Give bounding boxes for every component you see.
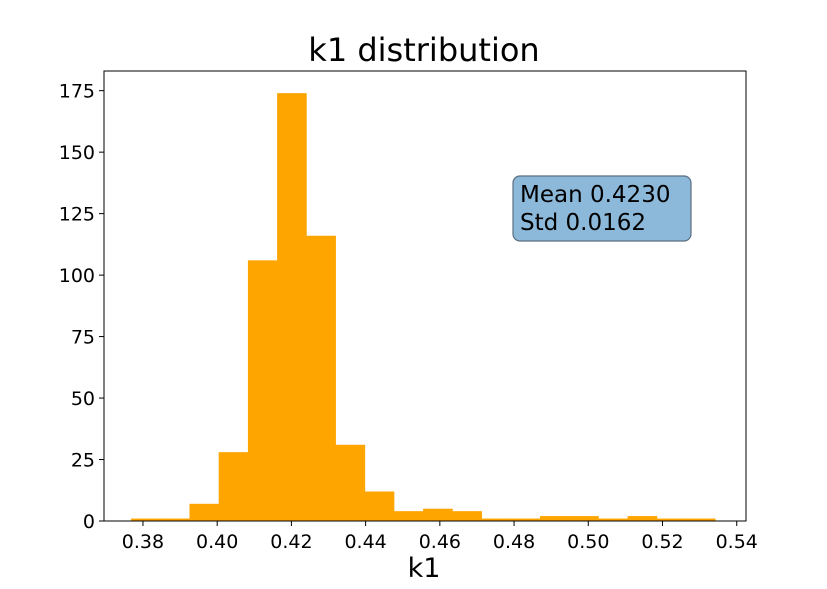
y-tick-label: 25	[71, 450, 95, 472]
stats-mean-text: Mean 0.4230	[520, 182, 670, 208]
y-tick-label: 0	[83, 511, 95, 533]
histogram-bar	[510, 518, 541, 521]
histogram-bar	[335, 444, 366, 521]
histogram-bar	[598, 518, 628, 521]
y-axis: 0 25 50 75 100 125 150 175	[59, 81, 104, 533]
stats-std-text: Std 0.0162	[520, 210, 646, 236]
stats-box-background	[512, 175, 692, 242]
x-tick-label: 0.50	[567, 531, 609, 553]
histogram-bar	[539, 516, 570, 521]
histogram-bar	[160, 518, 190, 521]
plot-area-frame	[103, 70, 747, 522]
x-tick-label: 0.46	[419, 531, 461, 553]
histogram-bar	[452, 511, 482, 521]
y-tick-label: 150	[59, 142, 95, 164]
y-tick-label: 175	[59, 81, 95, 103]
x-tick-label: 0.44	[344, 531, 386, 553]
histogram-bar	[277, 93, 307, 521]
x-tick-label: 0.40	[196, 531, 238, 553]
x-tick-label: 0.42	[270, 531, 312, 553]
histogram-bar	[423, 508, 453, 521]
histogram-bar	[131, 518, 161, 521]
histogram-bar	[306, 235, 336, 521]
histogram-bar	[393, 511, 424, 521]
x-tick-label: 0.38	[122, 531, 164, 553]
chart-title: k1 distribution	[308, 31, 539, 69]
stats-annotation-box: Mean 0.4230 Std 0.0162	[512, 175, 692, 242]
histogram-bar	[247, 260, 278, 521]
x-tick-label: 0.48	[493, 531, 535, 553]
y-tick-label: 75	[71, 327, 95, 349]
x-tick-label: 0.52	[641, 531, 683, 553]
histogram-bar	[685, 518, 716, 521]
histogram-bar	[218, 452, 249, 521]
y-tick-label: 125	[59, 204, 95, 226]
x-axis: 0.38 0.40 0.42 0.44 0.46 0.48 0.50 0.52 0.54	[122, 521, 758, 553]
y-tick-label: 100	[59, 265, 95, 287]
histogram-bar	[189, 503, 220, 521]
x-tick-label: 0.54	[716, 531, 758, 553]
histogram-bar	[481, 518, 512, 521]
histogram-bar	[569, 516, 599, 521]
x-axis-label: k1	[408, 553, 441, 584]
y-tick-label: 50	[71, 388, 95, 410]
histogram-bar	[364, 491, 395, 521]
histogram-bars	[131, 93, 716, 521]
histogram-bar	[627, 516, 658, 521]
histogram-bar	[656, 518, 687, 521]
